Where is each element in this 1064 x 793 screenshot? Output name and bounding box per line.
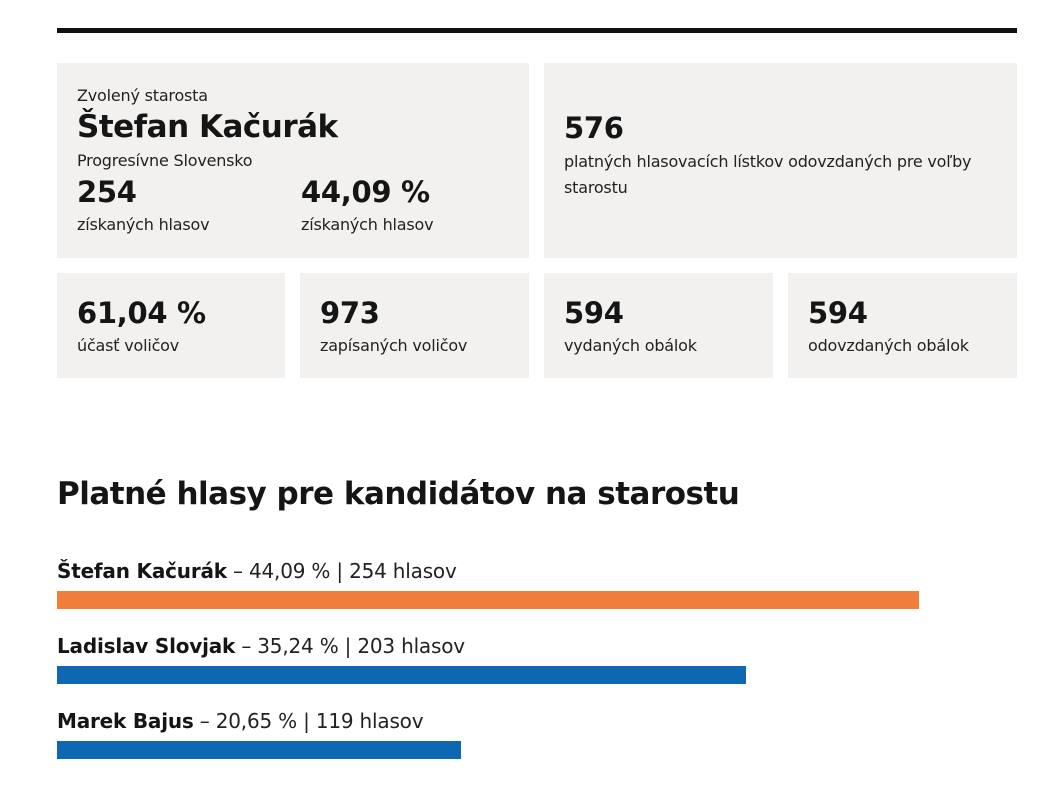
candidate-label: Ladislav Slovjak – 35,24 % | 203 hlasov: [57, 633, 465, 659]
candidate-name: Ladislav Slovjak: [57, 634, 236, 658]
stat-label: odovzdaných obálok: [808, 336, 969, 355]
candidate-label: Štefan Kačurák – 44,09 % | 254 hlasov: [57, 558, 457, 584]
valid-ballots-label: platných hlasovacích lístkov odovzdaných…: [564, 152, 972, 197]
candidate-bar: [57, 591, 919, 609]
chart-title: Platné hlasy pre kandidátov na starostu: [57, 476, 740, 512]
candidate-detail: – 35,24 % | 203 hlasov: [235, 634, 465, 658]
stat-value: 594: [808, 296, 868, 330]
elected-votes-label: získaných hlasov: [77, 215, 210, 234]
stat-label: vydaných obálok: [564, 336, 697, 355]
stat-label: účasť voličov: [77, 336, 180, 355]
stat-value: 973: [320, 296, 380, 330]
elected-votes: 254: [77, 175, 137, 209]
candidate-bar: [57, 666, 746, 684]
candidate-detail: – 20,65 % | 119 hlasov: [193, 709, 424, 733]
stat-label: zapísaných voličov: [320, 336, 468, 355]
top-rule: [57, 28, 1017, 33]
elected-mayor-card: Zvolený starosta Štefan Kačurák Progresí…: [57, 63, 529, 258]
candidate-detail: – 44,09 % | 254 hlasov: [226, 559, 457, 583]
elected-name: Štefan Kačurák: [77, 109, 338, 145]
elected-caption: Zvolený starosta: [77, 86, 208, 105]
stat-card-returned-envelopes: 594 odovzdaných obálok: [788, 273, 1017, 378]
stat-card-issued-envelopes: 594 vydaných obálok: [544, 273, 773, 378]
stat-card-registered: 973 zapísaných voličov: [300, 273, 529, 378]
elected-percent-label: získaných hlasov: [301, 215, 434, 234]
stat-value: 61,04 %: [77, 296, 206, 330]
elected-party: Progresívne Slovensko: [77, 151, 253, 170]
stat-card-turnout: 61,04 % účasť voličov: [57, 273, 285, 378]
candidate-label: Marek Bajus – 20,65 % | 119 hlasov: [57, 708, 424, 734]
valid-ballots-value: 576: [564, 111, 624, 145]
candidate-name: Marek Bajus: [57, 709, 194, 733]
stat-value: 594: [564, 296, 624, 330]
valid-ballots-card: 576 platných hlasovacích lístkov odovzda…: [544, 63, 1017, 258]
candidate-name: Štefan Kačurák: [57, 559, 227, 583]
candidate-bar: [57, 741, 461, 759]
elected-percent: 44,09 %: [301, 175, 430, 209]
